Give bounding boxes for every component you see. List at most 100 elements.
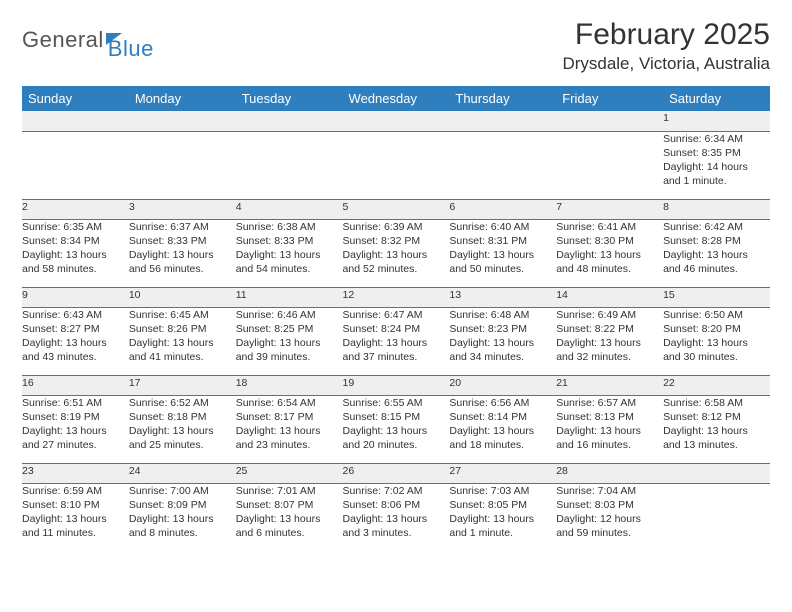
day-info-line: and 50 minutes. bbox=[449, 262, 556, 276]
day-info-cell: Sunrise: 7:02 AMSunset: 8:06 PMDaylight:… bbox=[343, 483, 450, 551]
day-info-line: Sunrise: 7:02 AM bbox=[343, 484, 450, 498]
day-info-line: Sunset: 8:12 PM bbox=[663, 410, 770, 424]
day-info-line: Daylight: 13 hours bbox=[449, 424, 556, 438]
daynum-row: 9101112131415 bbox=[22, 287, 770, 307]
info-row: Sunrise: 6:34 AMSunset: 8:35 PMDaylight:… bbox=[22, 131, 770, 199]
day-number-cell bbox=[22, 111, 129, 131]
day-info-line: Daylight: 13 hours bbox=[343, 424, 450, 438]
day-info-line: and 37 minutes. bbox=[343, 350, 450, 364]
day-header: Wednesday bbox=[343, 86, 450, 111]
day-info-line: and 30 minutes. bbox=[663, 350, 770, 364]
day-info-line: Daylight: 13 hours bbox=[556, 424, 663, 438]
daynum-row: 2345678 bbox=[22, 199, 770, 219]
day-number-cell: 27 bbox=[449, 463, 556, 483]
day-number-cell: 20 bbox=[449, 375, 556, 395]
day-info-cell: Sunrise: 6:38 AMSunset: 8:33 PMDaylight:… bbox=[236, 219, 343, 287]
day-header: Friday bbox=[556, 86, 663, 111]
day-info-cell: Sunrise: 6:56 AMSunset: 8:14 PMDaylight:… bbox=[449, 395, 556, 463]
day-info-line: and 25 minutes. bbox=[129, 438, 236, 452]
day-number-cell: 7 bbox=[556, 199, 663, 219]
day-info-cell bbox=[449, 131, 556, 199]
day-info-line: and 23 minutes. bbox=[236, 438, 343, 452]
day-info-cell: Sunrise: 6:49 AMSunset: 8:22 PMDaylight:… bbox=[556, 307, 663, 375]
day-number-cell: 23 bbox=[22, 463, 129, 483]
day-header: Saturday bbox=[663, 86, 770, 111]
day-info-line: Daylight: 13 hours bbox=[556, 248, 663, 262]
day-info-cell: Sunrise: 6:50 AMSunset: 8:20 PMDaylight:… bbox=[663, 307, 770, 375]
day-info-line: Sunrise: 7:03 AM bbox=[449, 484, 556, 498]
day-info-line: Daylight: 13 hours bbox=[663, 248, 770, 262]
day-number-cell: 19 bbox=[343, 375, 450, 395]
day-info-line: Sunset: 8:27 PM bbox=[22, 322, 129, 336]
day-info-cell: Sunrise: 6:37 AMSunset: 8:33 PMDaylight:… bbox=[129, 219, 236, 287]
day-number-cell: 15 bbox=[663, 287, 770, 307]
day-info-line: and 18 minutes. bbox=[449, 438, 556, 452]
day-info-line: Sunrise: 6:49 AM bbox=[556, 308, 663, 322]
day-info-line: Daylight: 13 hours bbox=[129, 248, 236, 262]
day-info-line: Daylight: 14 hours bbox=[663, 160, 770, 174]
day-info-line: and 1 minute. bbox=[449, 526, 556, 540]
day-info-line: Daylight: 13 hours bbox=[22, 248, 129, 262]
day-info-line: Sunset: 8:26 PM bbox=[129, 322, 236, 336]
day-info-line: Daylight: 13 hours bbox=[663, 336, 770, 350]
day-info-cell bbox=[236, 131, 343, 199]
day-info-line: and 3 minutes. bbox=[343, 526, 450, 540]
day-info-line: and 59 minutes. bbox=[556, 526, 663, 540]
day-info-line: Sunrise: 6:41 AM bbox=[556, 220, 663, 234]
day-info-line: Daylight: 13 hours bbox=[129, 512, 236, 526]
day-info-line: Sunset: 8:31 PM bbox=[449, 234, 556, 248]
day-info-line: Daylight: 12 hours bbox=[556, 512, 663, 526]
day-info-cell: Sunrise: 6:54 AMSunset: 8:17 PMDaylight:… bbox=[236, 395, 343, 463]
day-info-line: Sunrise: 6:59 AM bbox=[22, 484, 129, 498]
day-info-line: and 11 minutes. bbox=[22, 526, 129, 540]
location: Drysdale, Victoria, Australia bbox=[562, 54, 770, 74]
day-info-line: Sunset: 8:09 PM bbox=[129, 498, 236, 512]
day-number-cell: 14 bbox=[556, 287, 663, 307]
info-row: Sunrise: 6:51 AMSunset: 8:19 PMDaylight:… bbox=[22, 395, 770, 463]
day-info-line: Sunset: 8:07 PM bbox=[236, 498, 343, 512]
day-info-line: Sunrise: 6:56 AM bbox=[449, 396, 556, 410]
day-info-line: and 56 minutes. bbox=[129, 262, 236, 276]
day-info-line: Daylight: 13 hours bbox=[449, 248, 556, 262]
day-info-line: Sunset: 8:22 PM bbox=[556, 322, 663, 336]
day-number-cell: 9 bbox=[22, 287, 129, 307]
day-info-line: Sunset: 8:30 PM bbox=[556, 234, 663, 248]
day-info-cell: Sunrise: 6:34 AMSunset: 8:35 PMDaylight:… bbox=[663, 131, 770, 199]
day-header: Monday bbox=[129, 86, 236, 111]
day-number-cell: 8 bbox=[663, 199, 770, 219]
day-info-line: Sunset: 8:14 PM bbox=[449, 410, 556, 424]
info-row: Sunrise: 6:35 AMSunset: 8:34 PMDaylight:… bbox=[22, 219, 770, 287]
calendar-body: 1Sunrise: 6:34 AMSunset: 8:35 PMDaylight… bbox=[22, 111, 770, 551]
day-info-line: Sunrise: 6:58 AM bbox=[663, 396, 770, 410]
day-info-line: Daylight: 13 hours bbox=[22, 336, 129, 350]
day-info-line: Sunrise: 6:40 AM bbox=[449, 220, 556, 234]
day-info-cell bbox=[22, 131, 129, 199]
day-info-line: Daylight: 13 hours bbox=[449, 336, 556, 350]
day-info-line: and 32 minutes. bbox=[556, 350, 663, 364]
day-info-line: Sunrise: 6:52 AM bbox=[129, 396, 236, 410]
day-info-cell: Sunrise: 6:35 AMSunset: 8:34 PMDaylight:… bbox=[22, 219, 129, 287]
day-number-cell bbox=[129, 111, 236, 131]
day-number-cell: 2 bbox=[22, 199, 129, 219]
day-header: Sunday bbox=[22, 86, 129, 111]
logo-text-blue: Blue bbox=[108, 36, 154, 62]
day-info-cell: Sunrise: 7:00 AMSunset: 8:09 PMDaylight:… bbox=[129, 483, 236, 551]
day-info-line: and 52 minutes. bbox=[343, 262, 450, 276]
day-info-line: Sunset: 8:23 PM bbox=[449, 322, 556, 336]
day-info-line: and 43 minutes. bbox=[22, 350, 129, 364]
day-info-line: and 41 minutes. bbox=[129, 350, 236, 364]
day-info-line: Sunset: 8:35 PM bbox=[663, 146, 770, 160]
day-info-line: Sunrise: 6:39 AM bbox=[343, 220, 450, 234]
day-info-line: Sunrise: 6:35 AM bbox=[22, 220, 129, 234]
day-number-cell: 26 bbox=[343, 463, 450, 483]
day-info-line: Daylight: 13 hours bbox=[556, 336, 663, 350]
day-info-cell: Sunrise: 6:46 AMSunset: 8:25 PMDaylight:… bbox=[236, 307, 343, 375]
day-info-line: and 13 minutes. bbox=[663, 438, 770, 452]
day-info-line: Sunrise: 6:47 AM bbox=[343, 308, 450, 322]
day-info-cell: Sunrise: 6:41 AMSunset: 8:30 PMDaylight:… bbox=[556, 219, 663, 287]
day-info-cell: Sunrise: 6:58 AMSunset: 8:12 PMDaylight:… bbox=[663, 395, 770, 463]
day-info-line: and 46 minutes. bbox=[663, 262, 770, 276]
day-number-cell: 6 bbox=[449, 199, 556, 219]
calendar-table: Sunday Monday Tuesday Wednesday Thursday… bbox=[22, 86, 770, 551]
day-info-line: Sunset: 8:05 PM bbox=[449, 498, 556, 512]
